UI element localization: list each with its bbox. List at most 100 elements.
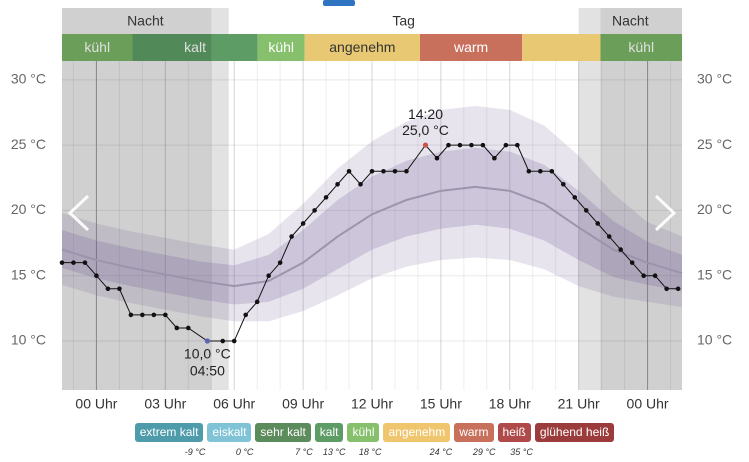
y-tick-label: 20 °C: [11, 201, 46, 217]
comfort-segment: [62, 34, 133, 61]
x-tick-label: 00 Uhr: [75, 396, 117, 412]
temperature-point: [220, 338, 226, 344]
temperature-point: [446, 142, 451, 148]
temperature-point: [434, 155, 440, 161]
comfort-label: kalt: [184, 39, 206, 55]
y-tick-label-right: 10 °C: [697, 332, 732, 348]
legend-label: kalt: [319, 425, 339, 439]
temperature-point: [675, 286, 681, 292]
legend-chip: kalt 13 °C: [314, 423, 345, 457]
temperature-point: [664, 286, 669, 292]
legend-label: warm: [459, 425, 489, 439]
temperature-point: [549, 168, 555, 174]
temperature-point: [71, 260, 76, 265]
temperature-point: [163, 312, 168, 318]
annotation-label: 14:20: [408, 106, 443, 122]
comfort-label: angenehm: [329, 39, 395, 55]
temperature-point: [254, 299, 260, 305]
y-tick-label: 15 °C: [11, 266, 46, 282]
night: [600, 8, 682, 390]
comfort-segment: [419, 34, 523, 61]
y-tick-label: 25 °C: [11, 136, 46, 152]
temperature-point: [369, 168, 375, 174]
comfort-segment: [304, 34, 420, 61]
x-tick-label: 21 Uhr: [558, 396, 600, 412]
period-label: Tag: [392, 13, 415, 29]
temperature-point: [185, 325, 191, 331]
temperature-point: [480, 142, 486, 148]
nav-prev[interactable]: [67, 194, 90, 232]
annotation-label: 25,0 °C: [402, 122, 449, 138]
x-tick-label: 00 Uhr: [627, 396, 669, 412]
x-tick-label: 06 Uhr: [213, 396, 255, 412]
period-label: Nacht: [612, 13, 649, 29]
nav-next[interactable]: [654, 194, 677, 232]
temperature-point: [358, 182, 363, 187]
legend-label: sehr kalt: [260, 425, 306, 439]
y-tick-label: 30 °C: [11, 71, 46, 87]
legend-chip: angenehm 24 °C: [383, 423, 452, 457]
threshold-label: 0 °C: [235, 447, 254, 457]
threshold-label: -9 °C: [184, 447, 206, 457]
comfort-label: warm: [453, 39, 488, 55]
temperature-point: [629, 260, 635, 265]
legend-label: kühl: [352, 425, 375, 439]
temperature-point: [266, 273, 271, 279]
temperature-point: [289, 234, 294, 239]
temperature-point: [346, 168, 352, 174]
y-tick-label-right: 25 °C: [697, 136, 732, 152]
night-shade: [62, 34, 212, 61]
x-tick-label: 03 Uhr: [144, 396, 186, 412]
temperature-point: [151, 312, 157, 318]
temperature-point: [277, 260, 283, 265]
legend-label: glühend heiß: [539, 425, 610, 439]
comfort-segment: [132, 34, 258, 61]
threshold-label: 13 °C: [322, 447, 346, 457]
y-tick-label-right: 15 °C: [697, 266, 732, 282]
y-tick-label-right: 20 °C: [697, 201, 732, 217]
legend-label: angenehm: [388, 425, 446, 439]
temperature-point: [606, 234, 612, 239]
temperature-point: [128, 312, 134, 318]
temperature-point: [82, 260, 88, 265]
x-tick-label: 09 Uhr: [282, 396, 324, 412]
inner-band: [62, 147, 682, 305]
night-shade: [600, 34, 682, 61]
temperature-point: [618, 247, 623, 252]
legend-chip: eiskalt 0 °C: [207, 423, 253, 457]
temperature-point: [492, 155, 497, 161]
temperature-point: [652, 273, 658, 279]
temperature-point: [117, 286, 122, 292]
legend-chip: sehr kalt 7 °C: [255, 423, 313, 457]
legend-label: extrem kalt: [139, 425, 199, 439]
temperature-point: [526, 168, 532, 174]
temperature-point: [140, 312, 145, 318]
mean-line: [61, 185, 683, 288]
comfort-segment: [600, 34, 682, 61]
temperature-point: [583, 208, 589, 213]
x-tick-label: 12 Uhr: [351, 396, 393, 412]
temperature-point: [392, 168, 398, 174]
legend-label: heiß: [502, 425, 526, 439]
temperature-point: [457, 142, 463, 148]
comfort-segment: [522, 34, 601, 61]
temperature-point: [323, 195, 329, 200]
temperature-point: [174, 325, 180, 331]
temperature-point: [59, 260, 65, 265]
legend: extrem kalt -9 °C eiskalt 0 °C sehr kalt 7 °C…: [0, 423, 749, 457]
temperature-point: [94, 273, 99, 279]
chart: Nacht Tag Nacht kühl kalt kühl angenehm warm küh…: [11, 0, 732, 412]
temperature-point: [560, 182, 566, 187]
top-button[interactable]: [323, 0, 355, 6]
legend-chip: warm 29 °C: [454, 423, 496, 457]
annotation-label: 10,0 °C: [184, 346, 231, 362]
threshold-label: 29 °C: [472, 447, 496, 457]
y-tick-label: 10 °C: [11, 332, 46, 348]
annotation-label: 04:50: [190, 363, 225, 379]
threshold-label: 35 °C: [510, 447, 533, 457]
comfort-label: kühl: [84, 39, 110, 55]
temperature-point: [231, 338, 237, 344]
temperature-point: [335, 182, 340, 187]
temperature-point: [572, 195, 578, 200]
legend-chip: kühl 18 °C: [347, 423, 381, 457]
